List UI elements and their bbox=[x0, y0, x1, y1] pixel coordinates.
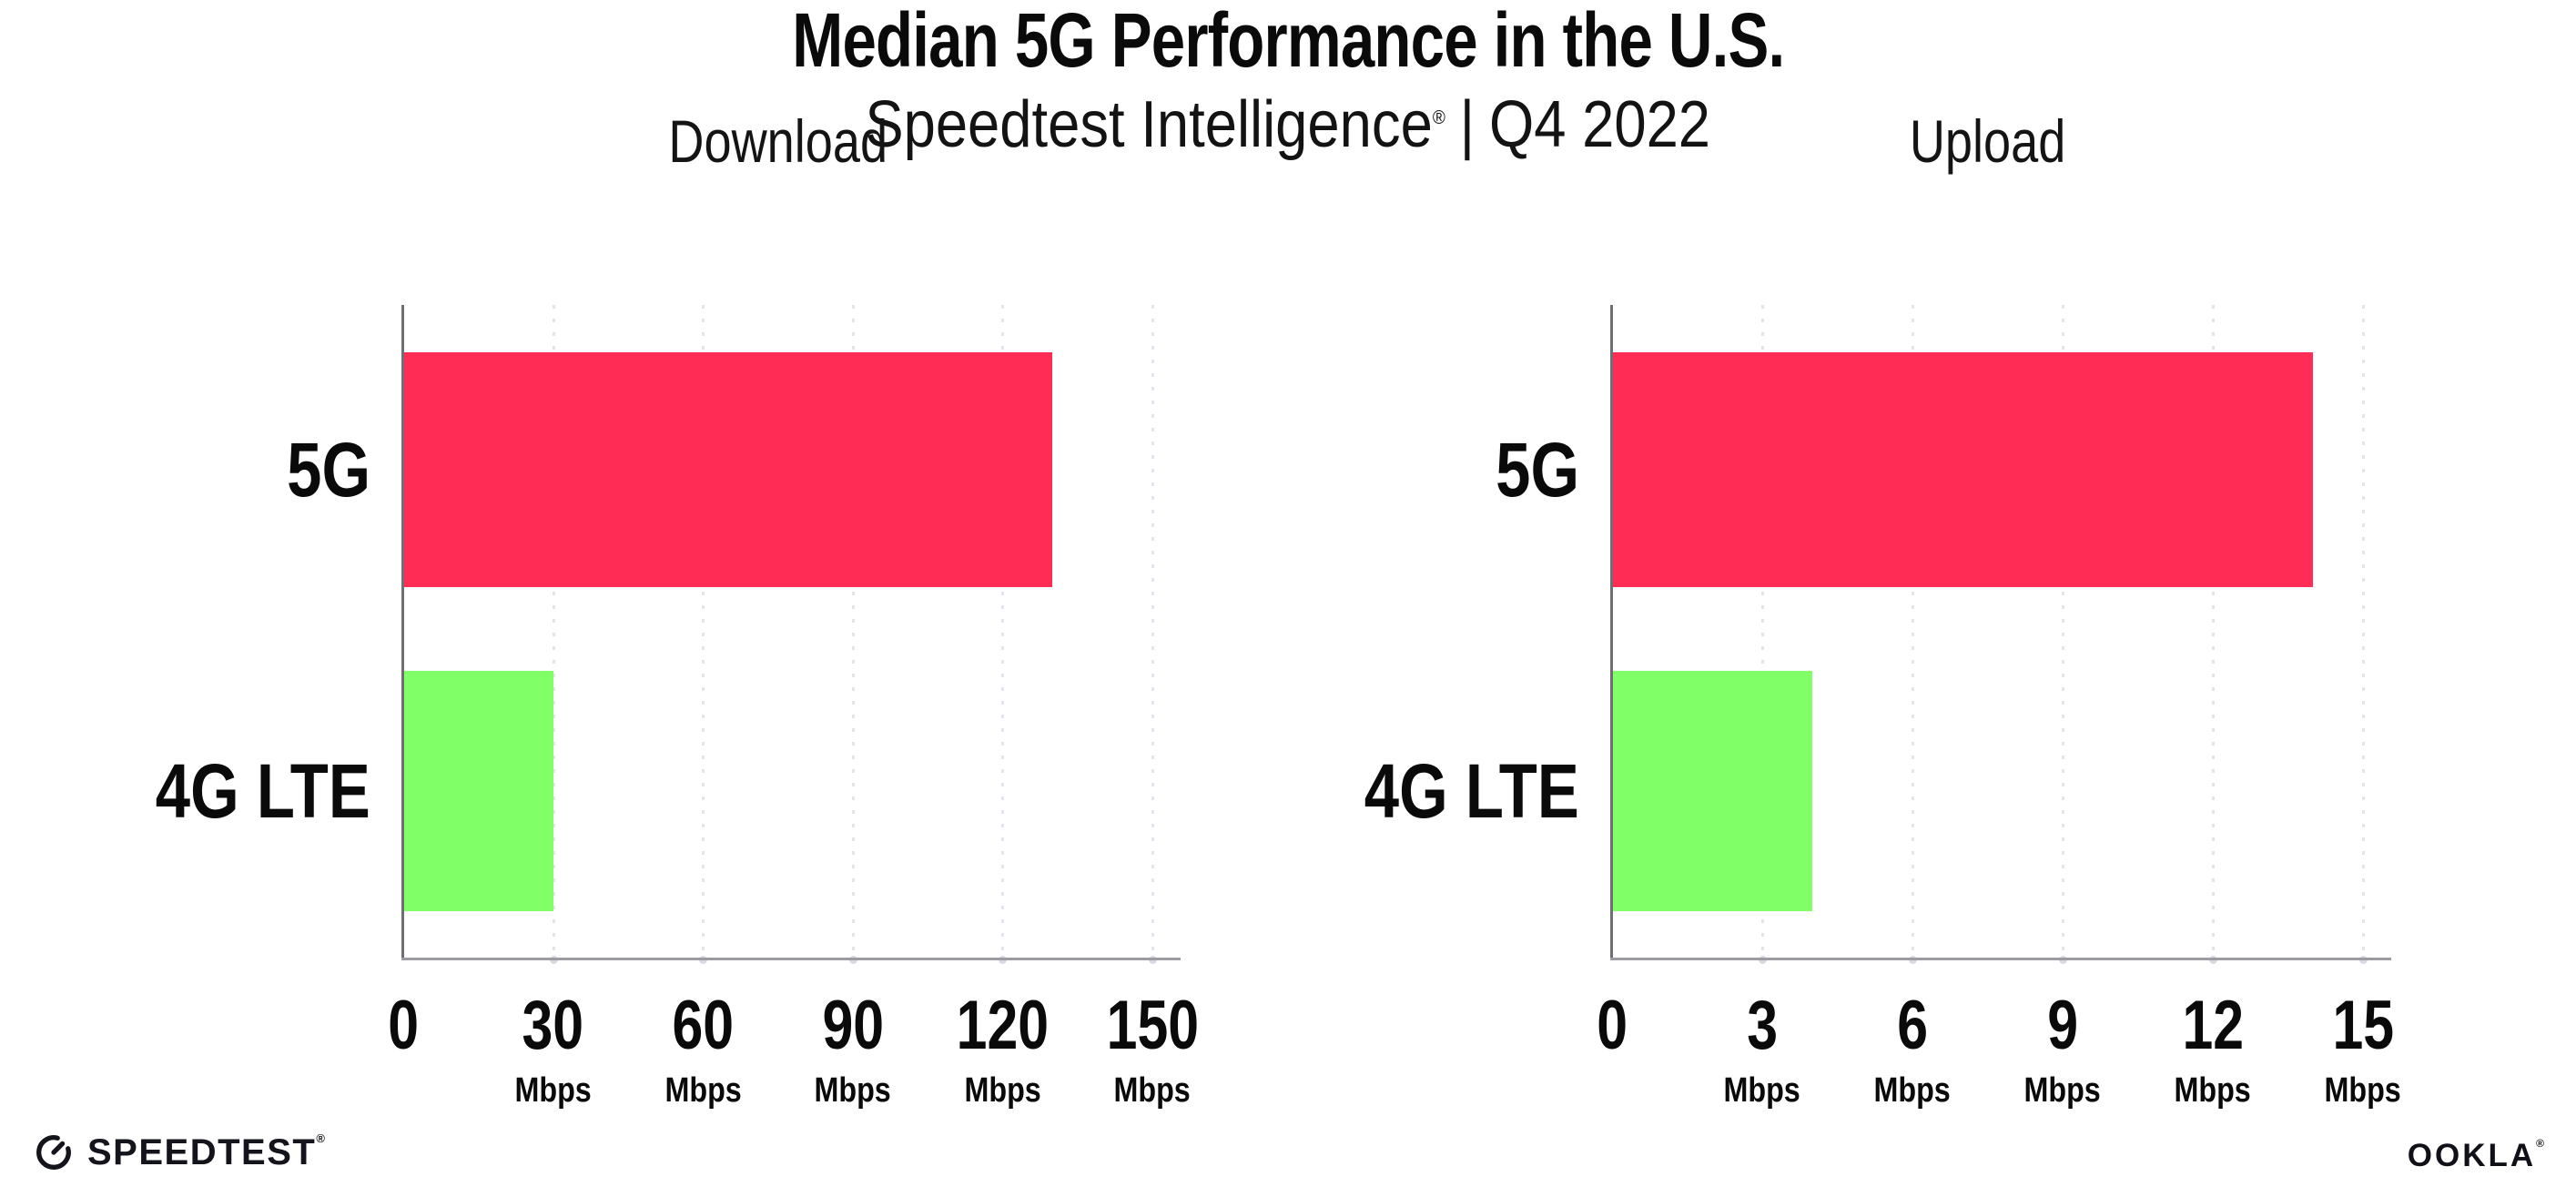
upload-y-axis bbox=[1610, 305, 1613, 959]
download-chart-plot: 5G 4G LTE 0 30 Mbps 60 Mbps 90 Mbps 120 … bbox=[156, 305, 1199, 1108]
gridline-15 bbox=[2359, 305, 2368, 964]
download-y-axis bbox=[401, 305, 404, 959]
speedtest-gauge-icon bbox=[33, 1131, 75, 1173]
subtitle-separator: | bbox=[1459, 88, 1476, 161]
upload-x-axis bbox=[1610, 958, 2391, 960]
bar-5g-download bbox=[403, 352, 1053, 587]
upload-tick-15: 15 Mbps bbox=[2324, 987, 2402, 1110]
download-tick-90: 90 Mbps bbox=[814, 987, 891, 1110]
page-title: Median 5G Performance in the U.S. bbox=[0, 2, 2576, 78]
bar-4g-lte-upload bbox=[1612, 671, 1812, 911]
ookla-logo: OOKLA® bbox=[2407, 1137, 2547, 1173]
registered-mark: ® bbox=[316, 1131, 327, 1145]
upload-tick-3: 3 Mbps bbox=[1723, 987, 1801, 1110]
download-tick-150: 150 Mbps bbox=[1106, 987, 1199, 1110]
download-tick-120: 120 Mbps bbox=[956, 987, 1050, 1110]
registered-mark: ® bbox=[2536, 1137, 2547, 1150]
subtitle-period: Q4 2022 bbox=[1489, 88, 1711, 161]
download-x-axis bbox=[401, 958, 1181, 960]
speedtest-wordmark: SPEEDTEST® bbox=[87, 1131, 327, 1172]
upload-tick-0: 0 bbox=[1597, 987, 1628, 1064]
speedtest-logo: SPEEDTEST® bbox=[33, 1131, 326, 1174]
upload-tick-12: 12 Mbps bbox=[2174, 987, 2252, 1110]
gridline-150 bbox=[1149, 305, 1157, 964]
category-label-4g-lte: 4G LTE bbox=[1364, 748, 1579, 834]
upload-tick-6: 6 Mbps bbox=[1873, 987, 1952, 1110]
category-label-5g: 5G bbox=[287, 427, 370, 512]
bar-5g-upload bbox=[1612, 352, 2313, 587]
registered-mark: ® bbox=[1433, 106, 1446, 128]
upload-tick-9: 9 Mbps bbox=[2023, 987, 2102, 1110]
category-label-4g-lte: 4G LTE bbox=[155, 748, 370, 834]
page-subtitle: Speedtest Intelligence® | Q4 2022 bbox=[0, 88, 2576, 161]
download-tick-60: 60 Mbps bbox=[664, 987, 742, 1110]
download-tick-30: 30 Mbps bbox=[514, 987, 592, 1110]
upload-chart-title: Upload bbox=[1909, 107, 2066, 175]
download-chart-title: Download bbox=[668, 107, 887, 175]
category-label-5g: 5G bbox=[1496, 427, 1579, 512]
subtitle-brand: Speedtest Intelligence bbox=[865, 88, 1434, 161]
bar-4g-lte-download bbox=[403, 671, 553, 911]
page-title-text: Median 5G Performance in the U.S. bbox=[791, 0, 1785, 83]
page-subtitle-text: Speedtest Intelligence® | Q4 2022 bbox=[865, 88, 1711, 161]
upload-chart-plot: 5G 4G LTE 0 3 Mbps 6 Mbps 9 Mbps 12 Mbps bbox=[1364, 305, 2401, 1108]
download-tick-0: 0 bbox=[388, 987, 419, 1064]
